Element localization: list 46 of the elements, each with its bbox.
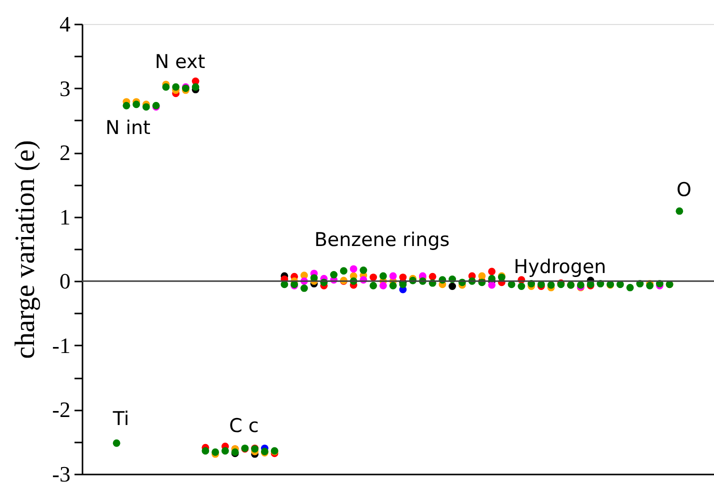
- y-tick-label: -1: [52, 332, 70, 358]
- y-tick-label: -3: [52, 462, 70, 483]
- point: [389, 282, 397, 290]
- y-tick-label: 3: [60, 76, 70, 101]
- annotation: C c: [229, 415, 259, 437]
- annotation: N int: [105, 117, 151, 139]
- y-tick-label: 4: [60, 12, 70, 36]
- annotation: Benzene rings: [314, 229, 450, 251]
- point: [626, 284, 634, 292]
- point: [379, 272, 387, 280]
- point: [370, 282, 378, 290]
- point: [478, 272, 486, 280]
- point: [428, 272, 436, 280]
- point: [448, 282, 456, 290]
- annotation: Hydrogen: [514, 256, 606, 278]
- annotation: Ti: [112, 408, 130, 430]
- y-tick-label: 0: [60, 268, 70, 294]
- point: [488, 281, 496, 289]
- point: [300, 284, 308, 292]
- point: [379, 282, 387, 290]
- annotation: O: [676, 179, 692, 201]
- point: [389, 272, 397, 280]
- y-tick-label: 1: [60, 204, 70, 230]
- point: [350, 265, 358, 273]
- point: [142, 103, 150, 111]
- point: [676, 207, 684, 215]
- y-tick-label: -2: [52, 397, 70, 422]
- point: [112, 439, 120, 447]
- point: [330, 271, 338, 278]
- point: [122, 102, 130, 110]
- point: [360, 266, 368, 274]
- point: [340, 267, 348, 275]
- point: [370, 274, 378, 281]
- point: [518, 282, 526, 290]
- point: [132, 100, 140, 108]
- point: [192, 83, 200, 91]
- point: [399, 274, 407, 281]
- y-axis-title: charge variation (e): [10, 140, 42, 359]
- point: [547, 281, 555, 289]
- point: [162, 83, 170, 91]
- point: [202, 447, 210, 455]
- point: [172, 83, 180, 91]
- y-tick-label: 2: [60, 140, 70, 166]
- point: [488, 268, 496, 276]
- point: [221, 447, 229, 455]
- annotation: N ext: [154, 51, 206, 73]
